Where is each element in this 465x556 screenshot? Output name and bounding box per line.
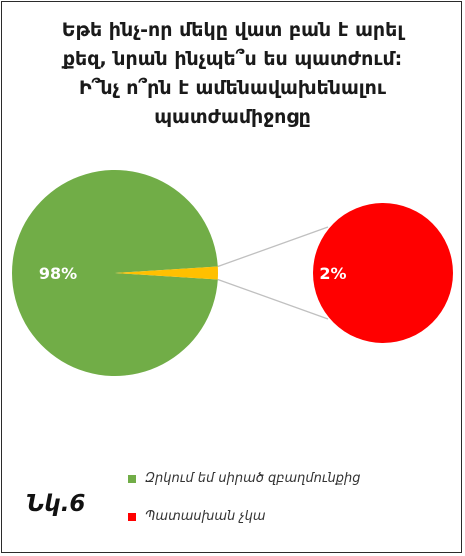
- legend-label: Պատասխան չկա: [145, 509, 266, 524]
- title-line: Եթե ինչ-որ մեկը վատ բան է արել: [61, 19, 404, 41]
- pie-slice-main: [11, 170, 218, 376]
- legend-item-2: Պատասխան չկա: [128, 509, 266, 524]
- data-label: 98%: [39, 264, 77, 283]
- legend-label: Զրկում եմ սիրած զբաղմունքից: [145, 471, 361, 486]
- connector-line: [217, 226, 329, 268]
- legend-swatch: [128, 474, 136, 483]
- title-line: քեզ, նրան ինչպե՞ս ես պատժում:: [62, 48, 403, 70]
- pie-slice-small: [115, 266, 218, 280]
- title-line: Ի՞նչ ո՞րն է ամենավախենալու: [79, 77, 386, 99]
- legend-item-1: Զրկում եմ սիրած զբաղմունքից: [128, 471, 361, 486]
- detail-pie-slice: [313, 203, 453, 343]
- chart-title: Եթե ինչ-որ մեկը վատ բան է արել քեզ, նրան…: [30, 16, 435, 132]
- title-line: պատժամիջոցը: [154, 106, 311, 128]
- figure-label: Նկ.6: [26, 491, 86, 517]
- data-label: 2%: [319, 264, 346, 283]
- connector-line: [217, 278, 329, 320]
- legend-swatch: [128, 512, 136, 521]
